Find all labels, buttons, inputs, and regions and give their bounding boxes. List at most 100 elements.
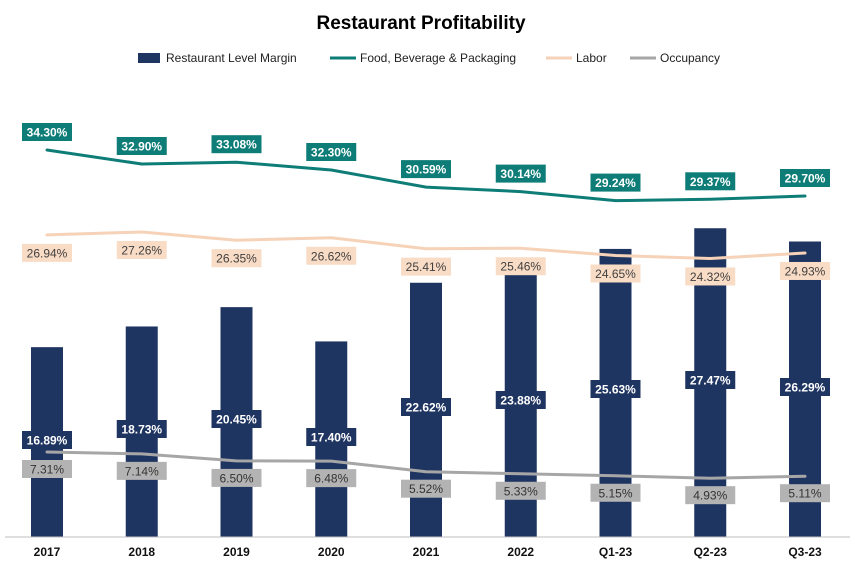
- data-label-labor-q2-23: 24.32%: [685, 267, 736, 286]
- data-label-occupancy-q3-23: 5.11%: [780, 484, 830, 503]
- data-label-labor-2017-text: 26.94%: [27, 246, 68, 260]
- x-tick-2017: 2017: [34, 545, 61, 559]
- data-label-restaurant-level-margin-q1-23-text: 25.63%: [595, 383, 636, 397]
- data-label-occupancy-q1-23-text: 5.15%: [598, 486, 632, 500]
- data-label-food-beverage-packaging-2017-box: [22, 123, 72, 141]
- data-label-food-beverage-packaging-2022-text: 30.14%: [500, 167, 541, 181]
- x-tick-q1-23: Q1-23: [599, 545, 633, 559]
- data-label-food-beverage-packaging-2018: 32.90%: [116, 137, 167, 155]
- data-label-occupancy-2019-text: 6.50%: [219, 471, 253, 485]
- data-label-restaurant-level-margin-2020-box: [306, 428, 357, 446]
- data-label-occupancy-q2-23: 4.93%: [685, 486, 736, 505]
- data-label-labor-2021: 25.41%: [401, 257, 451, 276]
- legend-item-labor: Labor: [546, 51, 607, 65]
- data-label-food-beverage-packaging-2021-box: [401, 160, 451, 179]
- data-label-labor-2020: 26.62%: [306, 246, 357, 265]
- data-label-food-beverage-packaging-2018-text: 32.90%: [121, 140, 162, 154]
- x-tick-2022: 2022: [507, 545, 534, 559]
- data-label-labor-2017: 26.94%: [22, 243, 72, 262]
- data-label-food-beverage-packaging-q1-23: 29.24%: [590, 173, 641, 192]
- data-label-labor-q2-23-box: [685, 267, 736, 286]
- data-label-labor-2021-text: 25.41%: [406, 260, 447, 274]
- data-label-labor-q3-23-text: 24.93%: [785, 264, 826, 278]
- x-tick-q2-23: Q2-23: [694, 545, 728, 559]
- legend-item-food-beverage-packaging: Food, Beverage & Packaging: [330, 51, 516, 65]
- data-label-food-beverage-packaging-2019-text: 33.08%: [216, 138, 257, 152]
- legend-item-restaurant-level-margin: Restaurant Level Margin: [138, 51, 297, 65]
- data-label-food-beverage-packaging-2020-text: 32.30%: [311, 146, 352, 160]
- data-label-food-beverage-packaging-2020: 32.30%: [306, 143, 357, 161]
- data-label-labor-2021-box: [401, 257, 451, 276]
- data-label-restaurant-level-margin-2018: 18.73%: [116, 420, 167, 438]
- data-label-labor-q2-23-text: 24.32%: [690, 270, 731, 284]
- data-label-occupancy-2021-box: [401, 479, 451, 498]
- data-labels-group: 16.89% 18.73% 20.45% 17.40% 22.62% 23.88% 25.6…: [22, 123, 830, 505]
- legend-swatch-restaurant-level-margin: [138, 53, 160, 63]
- data-label-food-beverage-packaging-2019-box: [211, 135, 262, 154]
- x-axis-tick-labels: 2017 2018 2019 2020 2021 2022 Q1-23 Q2-23 Q3-23: [34, 545, 822, 559]
- data-label-labor-q1-23-box: [590, 264, 641, 283]
- data-label-restaurant-level-margin-2021: 22.62%: [401, 398, 451, 416]
- line-series-group: [45, 148, 807, 480]
- data-label-food-beverage-packaging-q3-23: 29.70%: [780, 169, 830, 187]
- data-label-labor-2017-box: [22, 243, 72, 262]
- data-label-occupancy-2020-text: 6.48%: [314, 472, 348, 486]
- data-label-restaurant-level-margin-2022-text: 23.88%: [500, 394, 541, 408]
- x-tick-2020: 2020: [318, 545, 345, 559]
- data-label-occupancy-2021: 5.52%: [401, 479, 451, 498]
- data-label-labor-2020-text: 26.62%: [311, 249, 352, 263]
- data-label-restaurant-level-margin-q2-23-box: [685, 371, 736, 389]
- data-label-occupancy-2017-box: [22, 460, 72, 478]
- data-label-occupancy-q2-23-text: 4.93%: [693, 489, 727, 503]
- data-label-restaurant-level-margin-2017-text: 16.89%: [27, 434, 68, 448]
- data-label-food-beverage-packaging-2022-box: [495, 164, 546, 183]
- data-label-labor-2019-box: [211, 249, 262, 268]
- data-label-labor-2018: 27.26%: [116, 241, 167, 259]
- data-label-occupancy-q3-23-box: [780, 484, 830, 503]
- data-label-occupancy-2018-box: [116, 461, 167, 480]
- data-label-restaurant-level-margin-2019: 20.45%: [211, 410, 262, 428]
- data-label-restaurant-level-margin-2022-box: [495, 391, 546, 409]
- data-label-labor-q1-23: 24.65%: [590, 264, 641, 283]
- data-label-restaurant-level-margin-q2-23-text: 27.47%: [690, 374, 731, 388]
- data-label-restaurant-level-margin-2021-text: 22.62%: [406, 401, 447, 415]
- data-label-food-beverage-packaging-2020-box: [306, 143, 357, 161]
- data-label-restaurant-level-margin-q2-23: 27.47%: [685, 371, 736, 389]
- data-label-restaurant-level-margin-2021-box: [401, 398, 451, 416]
- x-tick-q3-23: Q3-23: [788, 545, 822, 559]
- data-label-occupancy-2019: 6.50%: [211, 468, 262, 487]
- legend-label-occupancy: Occupancy: [660, 51, 720, 65]
- data-label-occupancy-q2-23-box: [685, 486, 736, 505]
- data-label-restaurant-level-margin-2022: 23.88%: [495, 391, 546, 409]
- data-label-labor-2019-text: 26.35%: [216, 252, 257, 266]
- data-label-occupancy-2019-box: [211, 468, 262, 487]
- data-label-food-beverage-packaging-2017-text: 34.30%: [27, 126, 68, 140]
- data-label-restaurant-level-margin-2019-text: 20.45%: [216, 413, 257, 427]
- data-label-restaurant-level-margin-2020-text: 17.40%: [311, 431, 352, 445]
- data-label-restaurant-level-margin-q1-23: 25.63%: [590, 380, 641, 398]
- data-label-food-beverage-packaging-2021: 30.59%: [401, 160, 451, 179]
- data-label-food-beverage-packaging-2017: 34.30%: [22, 123, 72, 141]
- data-label-occupancy-2017: 7.31%: [22, 460, 72, 478]
- legend-label-labor: Labor: [576, 51, 607, 65]
- data-label-occupancy-2018: 7.14%: [116, 461, 167, 480]
- data-label-occupancy-2020: 6.48%: [306, 469, 357, 488]
- data-label-food-beverage-packaging-q3-23-box: [780, 169, 830, 187]
- data-label-occupancy-2021-text: 5.52%: [409, 482, 443, 496]
- data-label-food-beverage-packaging-2022: 30.14%: [495, 164, 546, 183]
- data-label-food-beverage-packaging-2018-box: [116, 137, 167, 155]
- x-tick-2021: 2021: [413, 545, 440, 559]
- data-label-food-beverage-packaging-q2-23-box: [685, 172, 736, 191]
- data-label-occupancy-q3-23-text: 5.11%: [788, 487, 821, 501]
- data-label-labor-2018-text: 27.26%: [121, 244, 162, 258]
- data-label-occupancy-2022-text: 5.33%: [504, 484, 538, 498]
- data-label-food-beverage-packaging-q1-23-box: [590, 173, 641, 192]
- data-label-restaurant-level-margin-q3-23-box: [780, 378, 830, 396]
- chart-legend: Restaurant Level Margin Food, Beverage & …: [138, 51, 720, 65]
- data-label-restaurant-level-margin-q3-23-text: 26.29%: [785, 381, 826, 395]
- legend-label-restaurant-level-margin: Restaurant Level Margin: [166, 51, 297, 65]
- data-label-labor-q1-23-text: 24.65%: [595, 267, 636, 281]
- data-label-labor-2019: 26.35%: [211, 249, 262, 268]
- data-label-labor-q3-23-box: [780, 261, 830, 280]
